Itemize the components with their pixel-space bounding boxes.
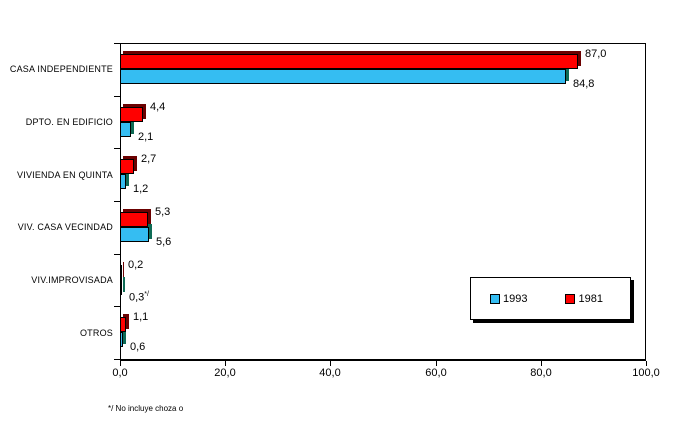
bar-1993-otros: [120, 332, 123, 347]
value-label-1993-viv-improvisada: 0,3*/: [129, 291, 149, 304]
x-axis-label-4: 80,0: [530, 367, 552, 379]
bar-depth-1993-otros: [123, 329, 126, 344]
y-axis-tick: [114, 43, 120, 44]
value-label-1993-otros: 0,6: [130, 341, 146, 353]
bar-depth-1993-viv-improvisada: [123, 277, 125, 292]
x-axis-tick: [646, 361, 647, 366]
bar-1981-viv-casa-vecindad: [120, 212, 148, 227]
x-axis-label-1: 20,0: [214, 367, 236, 379]
x-axis-label-3: 60,0: [425, 367, 447, 379]
value-label-1993-casa-independiente: 84,8: [573, 78, 595, 90]
category-label-viv-casa-vecindad: VIV. CASA VECINDAD: [17, 222, 113, 232]
chart-footnote: */ No incluye choza o: [108, 404, 184, 413]
bar-1993-vivienda-en-quinta: [120, 174, 126, 189]
category-label-dpto-en-edificio: DPTO. EN EDIFICIO: [25, 117, 113, 127]
bar-1981-vivienda-en-quinta: [120, 159, 134, 174]
legend-swatch-1993: [490, 293, 500, 304]
x-axis-tick: [436, 361, 437, 366]
bar-1981-casa-independiente: [120, 54, 578, 69]
legend-label-1993: 1993: [503, 292, 528, 305]
value-label-1981-casa-independiente: 87,0: [585, 48, 607, 60]
bar-1993-dpto-en-edificio: [120, 122, 131, 137]
value-label-1993-dpto-en-edificio: 2,1: [138, 131, 154, 143]
category-label-casa-independiente: CASA INDEPENDIENTE: [9, 64, 113, 74]
value-label-1981-viv-improvisada: 0,2: [128, 259, 144, 271]
legend-entry-1993: 1993: [490, 293, 527, 305]
bar-1993-viv-casa-vecindad: [120, 227, 149, 242]
x-axis-tick: [225, 361, 226, 366]
bar-1981-dpto-en-edificio: [120, 107, 143, 122]
value-label-1981-vivienda-en-quinta: 2,7: [141, 153, 157, 165]
bar-depth-1993-vivienda-en-quinta: [123, 171, 129, 186]
category-label-vivienda-en-quinta: VIVIENDA EN QUINTA: [17, 170, 113, 180]
legend: 1993 1981: [470, 277, 631, 320]
value-label-footnote-marker: */: [144, 291, 149, 298]
legend-label-1981: 1981: [578, 292, 603, 305]
legend-entry-1981: 1981: [565, 292, 603, 305]
x-axis-label-2: 40,0: [319, 367, 341, 379]
value-label-1981-otros: 1,1: [133, 311, 149, 323]
bar-1993-casa-independiente: [120, 69, 566, 84]
x-axis-tick: [541, 361, 542, 366]
value-label-1993-viv-casa-vecindad: 5,6: [156, 236, 172, 248]
x-axis-label-5: 100,0: [632, 367, 660, 379]
x-axis-tick: [330, 361, 331, 366]
value-label-1993-vivienda-en-quinta: 1,2: [133, 183, 149, 195]
category-label-viv-improvisada: VIV.IMPROVISADA: [31, 275, 113, 285]
bar-depth-1981-viv-improvisada: [123, 262, 124, 277]
y-axis-tick: [114, 148, 120, 149]
y-axis-tick: [114, 359, 120, 360]
x-axis-tick: [120, 361, 121, 366]
legend-swatch-1981: [565, 293, 576, 304]
y-axis-tick: [114, 306, 120, 307]
y-axis-tick: [114, 201, 120, 202]
bar-1993-viv-improvisada: [120, 280, 122, 295]
y-axis-tick: [114, 96, 120, 97]
x-axis-label-0: 0,0: [112, 367, 128, 379]
bar-1981-otros: [120, 317, 126, 332]
y-axis-tick: [114, 254, 120, 255]
bar-1981-viv-improvisada: [120, 265, 122, 280]
bar-depth-1981-otros: [123, 314, 129, 329]
category-label-otros: OTROS: [79, 328, 113, 338]
value-label-1981-viv-casa-vecindad: 5,3: [155, 206, 171, 218]
value-label-1981-dpto-en-edificio: 4,4: [150, 101, 166, 113]
